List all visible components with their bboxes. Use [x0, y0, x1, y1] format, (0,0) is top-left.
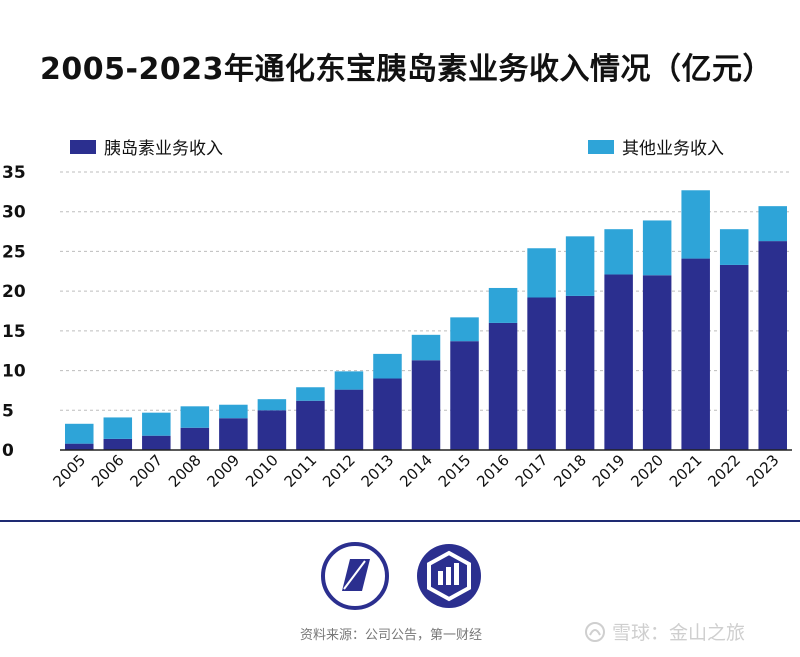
bar-main — [758, 241, 787, 450]
bar-other — [565, 236, 595, 296]
x-tick-label: 2016 — [473, 451, 513, 491]
bar-other — [257, 399, 287, 411]
watermark-text: 雪球：金山之旅 — [612, 622, 746, 644]
x-tick-label: 2006 — [88, 451, 128, 491]
legend-swatch-other — [588, 139, 614, 154]
y-tick-label: 0 — [2, 441, 14, 461]
bar-main — [180, 427, 210, 450]
snowball-icon — [585, 621, 605, 642]
bar-main — [334, 389, 364, 450]
x-tick-label: 2022 — [704, 451, 744, 491]
legend-label-main: 胰岛素业务收入 — [104, 139, 223, 159]
yicai-logo-icon — [321, 542, 389, 610]
bar-other — [334, 371, 364, 390]
bar-main — [296, 400, 325, 450]
bar-other — [527, 248, 556, 298]
bar-other — [642, 220, 672, 276]
y-tick-label: 25 — [2, 242, 26, 262]
bar-chart: 0510152025303520052006200720082009201020… — [2, 163, 792, 491]
x-tick-label: 2007 — [126, 451, 166, 491]
bar-other — [103, 417, 133, 439]
chart-title: 2005-2023年通化东宝胰岛素业务收入情况（亿元） — [40, 52, 773, 87]
legend-item-main: 胰岛素业务收入 — [70, 134, 223, 159]
bar-other — [373, 353, 402, 379]
bar-main — [565, 295, 595, 450]
bar-other — [758, 206, 787, 242]
x-tick-label: 2009 — [204, 451, 244, 491]
bar-other — [142, 412, 171, 436]
legend-label-other: 其他业务收入 — [622, 139, 724, 159]
legend-item-other: 其他业务收入 — [588, 134, 724, 159]
x-tick-label: 2008 — [165, 451, 205, 491]
bar-other — [681, 190, 710, 259]
bar-other — [488, 287, 518, 323]
bar-main — [642, 275, 672, 450]
chart-media-logo-icon — [417, 544, 481, 608]
bar-main — [681, 258, 710, 450]
x-tick-label: 2020 — [627, 451, 667, 491]
bar-main — [604, 274, 633, 450]
x-tick-label: 2014 — [396, 451, 436, 491]
y-tick-label: 15 — [2, 322, 26, 342]
bar-main — [719, 264, 749, 450]
bar-main — [373, 378, 402, 450]
bar-other — [180, 406, 210, 428]
x-tick-label: 2018 — [550, 451, 590, 491]
watermark: 雪球：金山之旅 — [584, 618, 745, 645]
bar-main — [527, 297, 556, 450]
x-tick-label: 2010 — [242, 451, 282, 491]
bar-main — [450, 341, 479, 450]
source-note: 资料来源：公司公告，第一财经 — [300, 628, 483, 643]
bar-main — [411, 360, 441, 450]
y-tick-label: 5 — [2, 401, 14, 421]
bar-other — [719, 229, 749, 265]
x-tick-label: 2023 — [743, 451, 783, 491]
bar-main — [142, 435, 171, 450]
x-tick-label: 2015 — [435, 451, 475, 491]
legend-swatch-main — [70, 139, 96, 154]
bar-other — [296, 387, 325, 401]
x-tick-label: 2005 — [49, 451, 89, 491]
x-tick-label: 2017 — [512, 451, 552, 491]
y-tick-label: 10 — [2, 362, 26, 382]
bar-other — [65, 423, 94, 444]
bar-other — [604, 229, 633, 275]
divider-line — [0, 520, 800, 522]
bar-main — [488, 322, 518, 450]
bar-other — [411, 334, 441, 361]
x-tick-label: 2019 — [589, 451, 629, 491]
y-tick-label: 35 — [2, 163, 26, 183]
bar-other — [219, 404, 248, 419]
bar-main — [103, 438, 133, 450]
bar-main — [219, 418, 248, 450]
bar-main — [65, 443, 94, 450]
bar-other — [450, 317, 479, 342]
y-tick-label: 30 — [2, 203, 26, 223]
x-tick-label: 2013 — [358, 451, 398, 491]
x-tick-label: 2021 — [666, 451, 706, 491]
y-tick-label: 20 — [2, 282, 26, 302]
x-tick-label: 2012 — [319, 451, 359, 491]
x-tick-label: 2011 — [281, 451, 321, 491]
bar-main — [257, 410, 287, 450]
